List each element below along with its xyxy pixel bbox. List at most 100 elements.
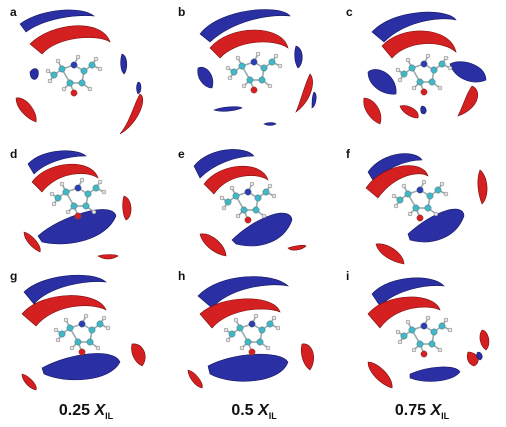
hydrogen-atom <box>261 213 267 219</box>
hydrogen-atom <box>447 327 453 333</box>
red-density-lobe <box>131 343 146 367</box>
red-density-lobe <box>97 254 119 260</box>
blue-density-lobe <box>41 353 121 381</box>
nitrogen-atom <box>244 188 252 196</box>
red-density-lobe <box>367 361 393 389</box>
oxygen-atom <box>420 88 428 96</box>
hydrogen-atom <box>75 54 81 60</box>
carbon-atom <box>66 79 74 87</box>
carbon-atom <box>404 190 412 198</box>
hydrogen-atom <box>61 86 67 92</box>
carbon-atom <box>408 326 416 334</box>
carbon-atom <box>58 330 66 338</box>
hydrogen-atom <box>45 68 51 74</box>
carbon-atom <box>408 64 416 72</box>
carbon-atom <box>92 184 100 192</box>
blue-density-lobe <box>29 68 39 80</box>
carbon-atom <box>88 326 96 334</box>
hydrogen-atom <box>437 85 443 91</box>
blue-density-lobe <box>193 149 255 179</box>
blue-density-lobe <box>231 212 293 247</box>
carbon-atom <box>438 322 446 330</box>
carbon-atom <box>400 332 408 340</box>
red-density-lobe <box>23 231 41 253</box>
blue-density-lobe <box>294 45 303 69</box>
blue-density-lobe <box>476 351 483 361</box>
blue-density-lobe <box>263 122 277 126</box>
carbon-atom <box>54 194 62 202</box>
panel-h: h <box>170 266 338 401</box>
carbon-atom <box>256 338 264 346</box>
molecule-model <box>45 54 103 97</box>
hydrogen-atom <box>97 66 103 72</box>
carbon-atom <box>66 324 74 332</box>
panel-b: b <box>170 2 338 137</box>
hydrogen-atom <box>83 313 89 319</box>
hydrogen-atom <box>53 327 59 333</box>
hydrogen-atom <box>225 337 231 343</box>
column-sub: IL <box>105 411 114 422</box>
blue-density-lobe <box>409 366 461 382</box>
hydrogen-atom <box>233 317 239 323</box>
hydrogen-atom <box>447 65 453 71</box>
carbon-atom <box>244 338 252 346</box>
hydrogen-atom <box>79 177 85 183</box>
carbon-atom <box>260 64 268 72</box>
oxygen-atom <box>78 348 86 356</box>
carbon-atom <box>252 206 260 214</box>
hydrogen-atom <box>397 339 403 345</box>
red-density-lobe <box>209 29 289 59</box>
density-plot-a <box>15 9 144 135</box>
blue-density-lobe <box>371 11 457 43</box>
hydrogen-atom <box>425 53 431 59</box>
oxygen-atom <box>250 86 258 94</box>
red-density-lobe <box>375 243 405 265</box>
blue-density-lobe <box>37 209 117 245</box>
red-density-lobe <box>199 233 227 257</box>
hydrogen-atom <box>63 317 69 323</box>
oxygen-atom <box>244 216 252 224</box>
carbon-atom <box>86 338 94 346</box>
carbon-atom <box>438 60 446 68</box>
carbon-atom <box>70 202 78 210</box>
carbon-atom <box>258 76 266 84</box>
hydrogen-atom <box>219 195 225 201</box>
hydrogen-atom <box>391 193 397 199</box>
molecule-model <box>225 51 283 94</box>
nitrogen-atom <box>70 61 78 69</box>
hydrogen-atom <box>47 78 53 84</box>
hydrogen-atom <box>69 345 75 351</box>
panel-label: g <box>10 269 18 283</box>
carbon-atom <box>62 188 70 196</box>
red-density-lobe <box>457 85 479 117</box>
density-plot-g <box>21 274 146 391</box>
hydrogen-atom <box>91 209 97 215</box>
red-density-lobe <box>187 369 203 389</box>
hydrogen-atom <box>55 58 61 64</box>
hydrogen-atom <box>443 191 449 197</box>
carbon-atom <box>262 188 270 196</box>
column-value: 0.75 <box>394 402 426 419</box>
red-density-lobe <box>479 329 490 351</box>
density-plot-c <box>363 11 487 125</box>
hydrogen-atom <box>87 86 93 92</box>
red-density-lobe <box>199 298 281 329</box>
hydrogen-atom <box>253 313 259 319</box>
carbon-atom <box>416 340 424 348</box>
column-label-1: 0.25 XIL <box>2 402 170 421</box>
hydrogen-atom <box>275 325 281 331</box>
hydrogen-atom <box>411 347 417 353</box>
carbon-atom <box>416 78 424 86</box>
carbon-atom <box>396 196 404 204</box>
blue-density-lobe <box>19 9 95 33</box>
blue-density-lobe <box>120 53 128 75</box>
hydrogen-atom <box>255 51 261 57</box>
carbon-atom <box>224 198 232 206</box>
carbon-atom <box>412 204 420 212</box>
hydrogen-atom <box>397 77 403 83</box>
hydrogen-atom <box>101 315 107 321</box>
red-density-lobe <box>381 30 457 59</box>
red-density-lobe <box>363 97 382 125</box>
carbon-atom <box>230 68 238 76</box>
blue-density-lobe <box>420 105 427 115</box>
